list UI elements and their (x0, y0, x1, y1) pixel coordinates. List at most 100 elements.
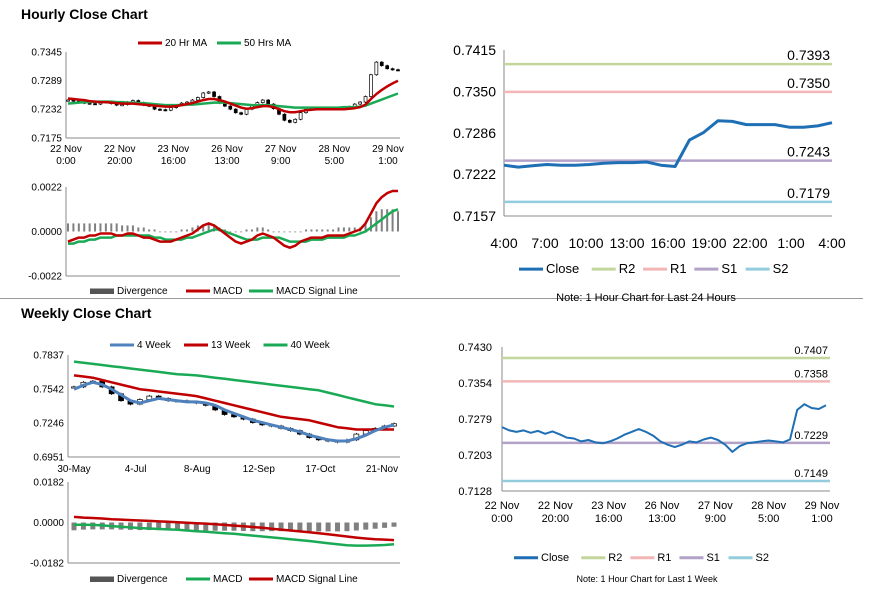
hourly-24h-x-tick-label: 16:00 (650, 235, 685, 251)
weekly-macd-divergence-bar (71, 522, 77, 531)
hourly-macd-divergence-bar (164, 231, 167, 233)
hourly-macd-divergence-bar (267, 229, 270, 232)
weekly-1w-note: Note: 1 Hour Chart for Last 1 Week (577, 574, 718, 584)
weekly-1w-x-tick-label: 9:00 (705, 513, 726, 525)
weekly-macd-divergence-bar (325, 522, 331, 532)
hourly-section-title: Hourly Close Chart (21, 6, 148, 22)
weekly-1w-x-tick-label: 0:00 (491, 513, 512, 525)
hourly-24h-legend-label: Close (546, 261, 579, 276)
hourly-price-candle-body (293, 118, 298, 123)
hourly-price-candle-body (282, 113, 287, 121)
weekly-macd-divergence-bar (203, 522, 209, 531)
weekly-macd-divergence-bar (316, 522, 322, 532)
hourly-macd-y-tick-label: 0.0000 (31, 227, 62, 238)
hourly-macd-divergence-bar (191, 227, 194, 232)
weekly-13w-line (73, 374, 394, 431)
hourly-price-y-tick-label: 0.7289 (31, 76, 62, 87)
hourly-24h-s1-value-label: 0.7243 (787, 144, 830, 160)
weekly-macd-divergence-bar (391, 522, 397, 527)
weekly-1w-x-tick-label: 22 Nov (485, 500, 520, 512)
weekly-1w-x-tick-label: 13:00 (648, 513, 676, 525)
weekly-macd-divergence-bar (80, 522, 86, 530)
hourly-price-candle-body (385, 65, 390, 70)
weekly-macd-legend-label: MACD Signal Line (276, 574, 358, 585)
hourly-price-candle-body (298, 112, 303, 120)
weekly-price-y-tick-label: 0.7542 (33, 384, 64, 395)
weekly-macd-divergence-bar (363, 522, 369, 530)
hourly-macd-divergence-bar (240, 231, 243, 233)
hourly-price-candle-body (239, 112, 243, 115)
hourly-macd-divergence-bar (148, 229, 151, 232)
weekly-1w-y-tick-label: 0.7430 (458, 342, 492, 354)
hourly-price-x-tick-label: 22 Nov (50, 144, 82, 155)
hourly-24h-y-tick-label: 0.7350 (453, 84, 496, 100)
weekly-macd-divergence-bar (287, 522, 293, 532)
hourly-macd-divergence-bar (369, 217, 372, 232)
hourly-price-x-tick-label: 9:00 (271, 156, 291, 167)
hourly-macd-divergence-bar (277, 231, 280, 233)
weekly-1w-legend-label: R1 (657, 552, 671, 564)
weekly-40w-line (73, 360, 395, 408)
hourly-24h-y-tick-label: 0.7157 (453, 208, 496, 224)
weekly-price-x-tick-label: 12-Sep (243, 464, 276, 475)
weekly-1w-s2-value-label: 0.7149 (794, 468, 828, 480)
weekly-price-x-tick-label: 4-Jul (125, 464, 147, 475)
weekly-1w-y-tick-label: 0.7354 (458, 378, 492, 390)
hourly-price-x-tick-label: 1:00 (378, 156, 398, 167)
hourly-price-y-tick-label: 0.7345 (31, 48, 62, 59)
hourly-price-candle-body (93, 103, 97, 106)
hourly-macd-divergence-bar (272, 231, 275, 233)
hourly-macd-divergence-bar (169, 231, 172, 233)
hourly-macd-divergence-bar (94, 223, 97, 232)
weekly-price-legend-label: 40 Week (291, 340, 331, 351)
hourly-macd-divergence-bar (283, 231, 286, 233)
hourly-price-x-tick-label: 0:00 (56, 156, 76, 167)
hourly-price-candle-body (168, 107, 173, 111)
weekly-1w-x-tick-label: 23 Nov (591, 500, 626, 512)
hourly-macd-divergence-bar (375, 211, 378, 232)
hourly-24h-y-tick-label: 0.7415 (453, 42, 496, 58)
weekly-macd-legend-label: MACD (213, 574, 242, 585)
weekly-price-y-tick-label: 0.7246 (33, 419, 64, 430)
hourly-24h-s2-value-label: 0.7179 (787, 185, 830, 201)
hourly-price-candle-body (206, 91, 211, 94)
hourly-macd-line (67, 189, 398, 249)
hourly-macd-divergence-bar (77, 223, 80, 232)
weekly-macd-divergence-bar (353, 522, 359, 531)
hourly-price-legend-label: 20 Hr MA (165, 38, 208, 49)
hourly-24h-legend-label: R1 (670, 261, 687, 276)
hourly-macd-divergence-bar (310, 229, 313, 232)
hourly-macd-divergence-bar (175, 231, 178, 233)
hourly-24h-x-tick-label: 22:00 (732, 235, 767, 251)
hourly-macd-divergence-bar (348, 227, 351, 232)
hourly-24h-r1-value-label: 0.7350 (787, 75, 830, 91)
weekly-macd-y-tick-label: -0.0182 (30, 559, 64, 570)
hourly-macd-divergence-bar (142, 227, 145, 232)
hourly-macd-divergence-bar (158, 231, 161, 233)
hourly-macd-divergence-bar (364, 223, 367, 232)
hourly-price-candle-body (379, 61, 384, 67)
hourly-price-candle-body (158, 108, 162, 111)
weekly-macd-divergence-bar (175, 522, 181, 531)
weekly-1w-x-tick-label: 16:00 (595, 513, 623, 525)
hourly-price-x-tick-label: 28 Nov (318, 144, 350, 155)
hourly-macd-divergence-bar (315, 229, 318, 232)
hourly-price-candle-body (201, 92, 206, 98)
hourly-24h-close-line (503, 119, 833, 169)
weekly-signal-line (73, 515, 395, 542)
weekly-1w-x-tick-label: 22 Nov (538, 500, 573, 512)
hourly-macd-divergence-bar (186, 229, 189, 232)
hourly-macd-divergence-bar (250, 229, 253, 232)
hourly-macd-divergence-bar (353, 227, 356, 232)
hourly-price-candle-body (390, 68, 395, 71)
hourly-macd-divergence-bar (72, 223, 75, 232)
hourly-price-candle-body (358, 101, 362, 105)
weekly-1w-x-tick-label: 27 Nov (698, 500, 733, 512)
weekly-price-y-tick-label: 0.7837 (33, 351, 64, 362)
weekly-macd-divergence-bar (297, 522, 303, 532)
weekly-1w-r2-value-label: 0.7407 (794, 345, 828, 357)
weekly-macd-divergence-bar (146, 522, 152, 531)
weekly-macd-divergence-bar (269, 522, 275, 532)
weekly-macd-line (74, 523, 395, 547)
